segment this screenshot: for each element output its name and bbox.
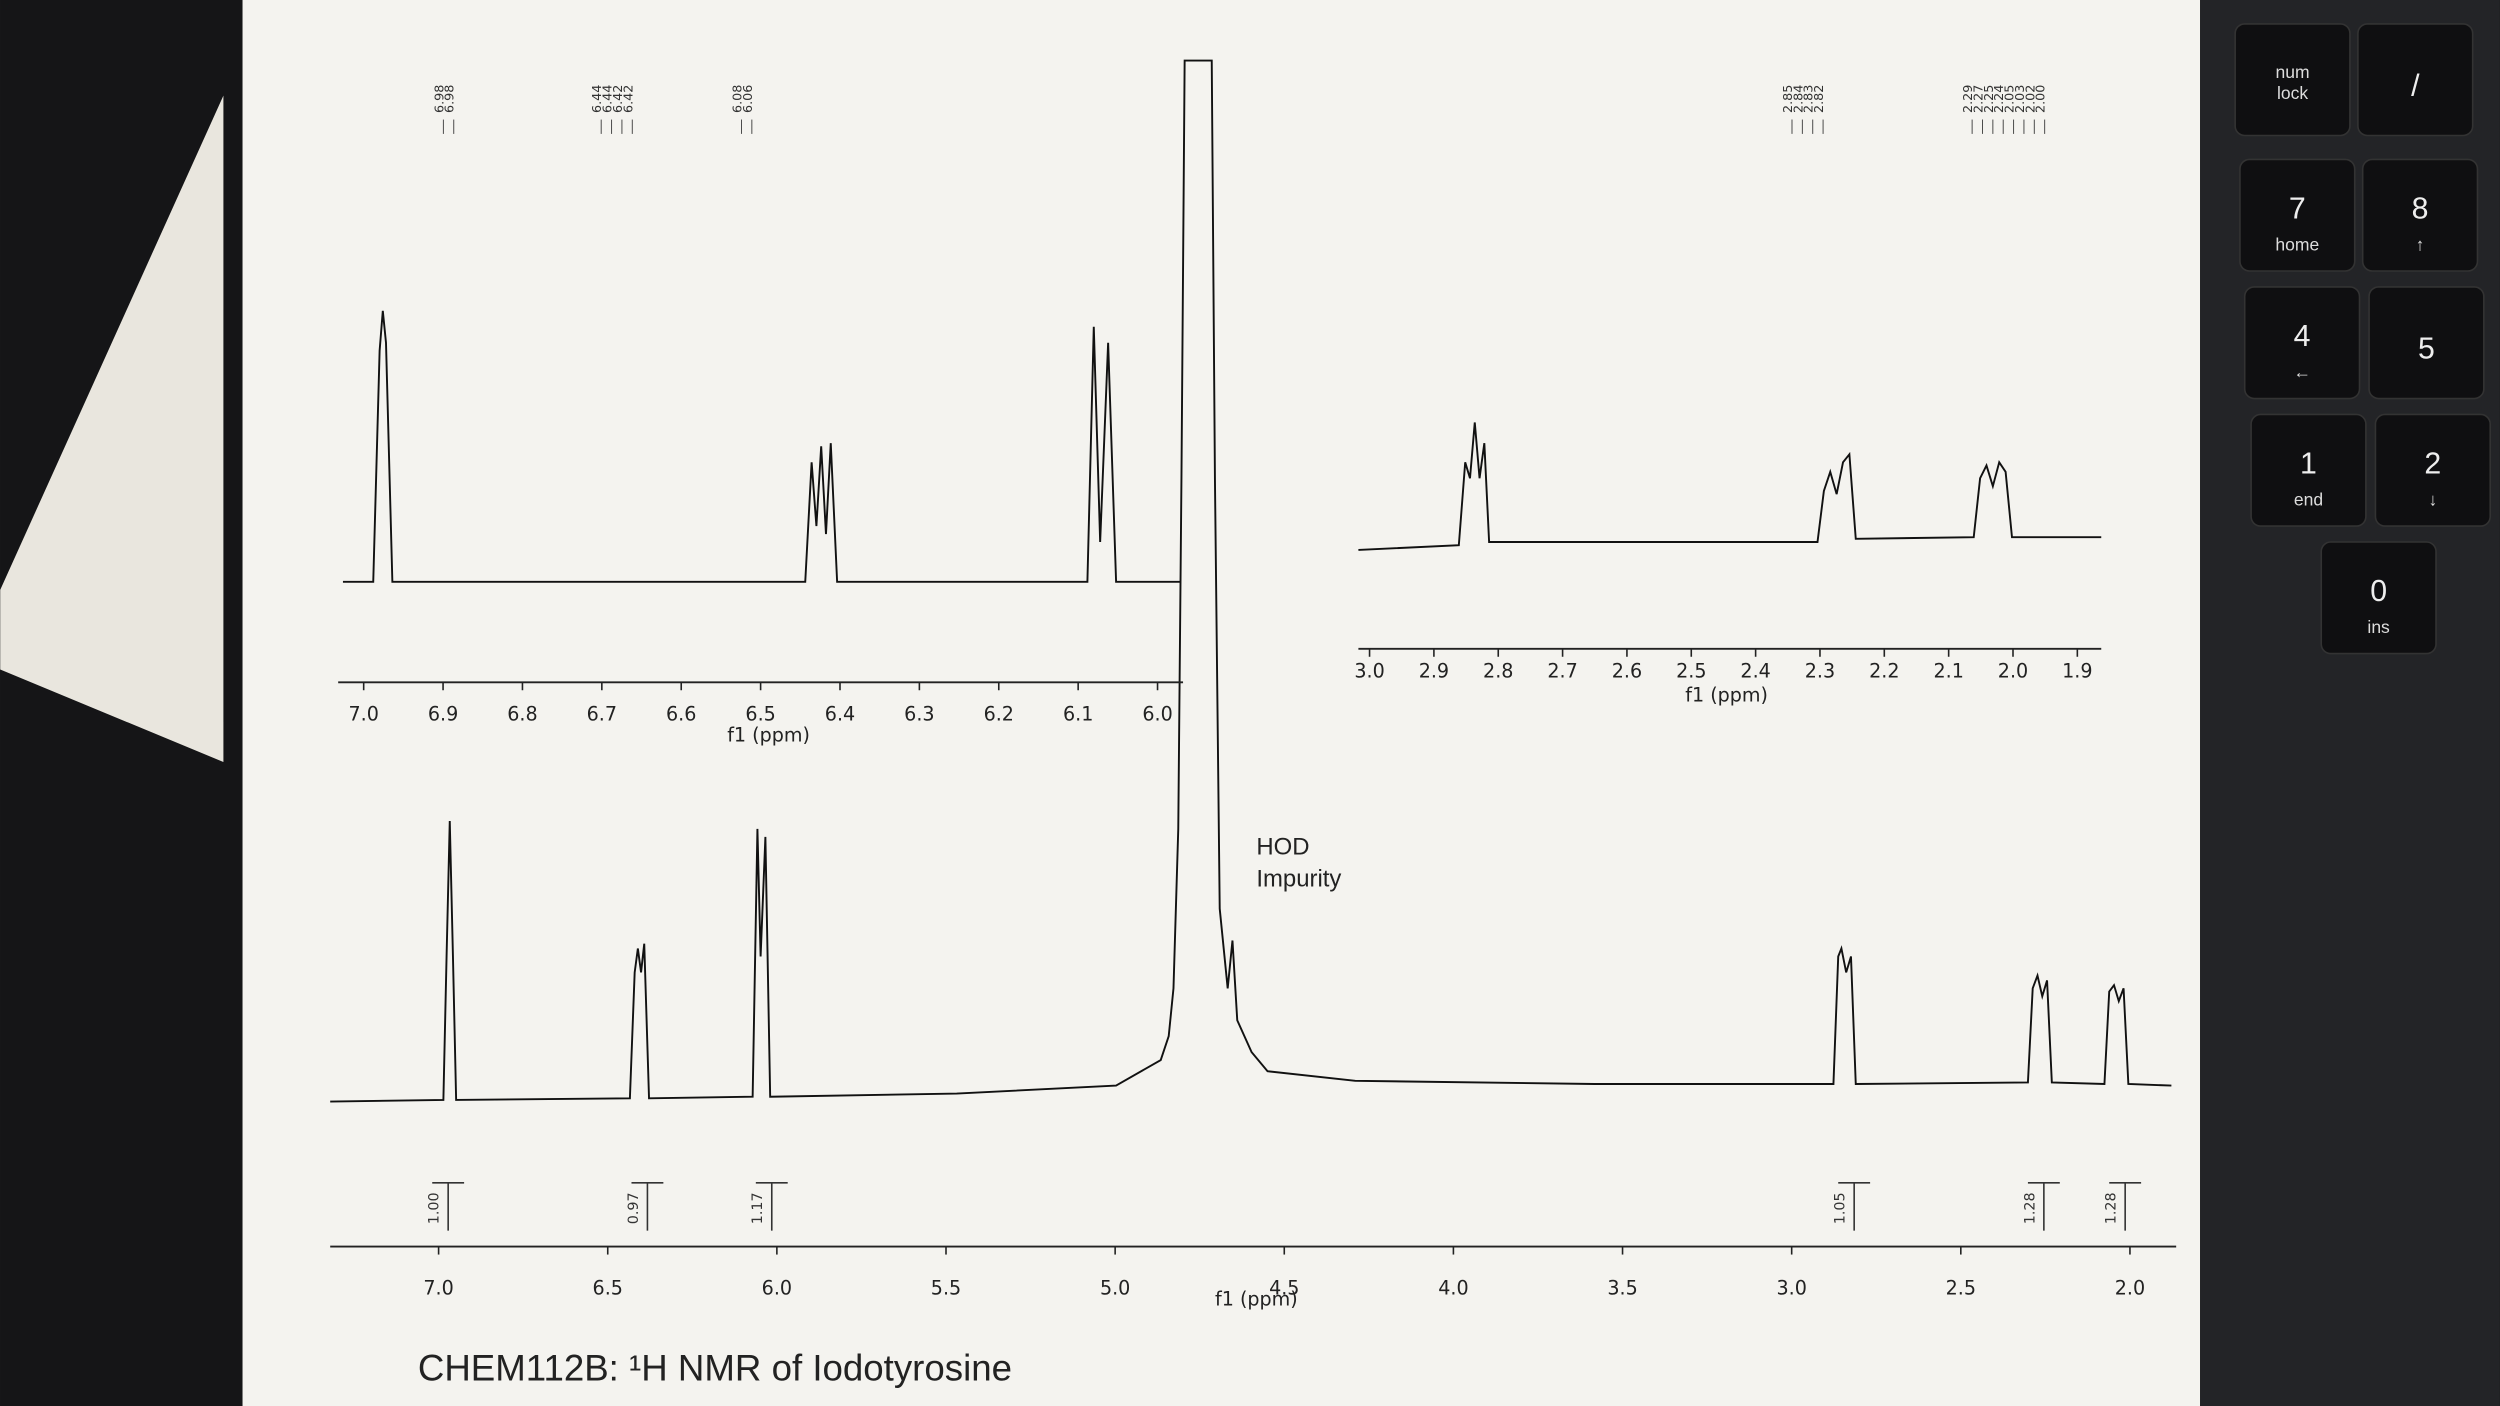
tick-label: 6.6: [666, 703, 696, 726]
peak-label: 6.44: [590, 85, 605, 113]
key-label: 0: [2370, 575, 2387, 608]
key-label: 2: [2424, 447, 2441, 480]
tick-label: 1.9: [2062, 659, 2092, 682]
key: [2320, 541, 2437, 655]
key-label: ←: [2293, 362, 2311, 382]
annotation: HOD: [1256, 833, 1309, 860]
key: [2239, 158, 2356, 272]
tick-label: 2.9: [1419, 659, 1449, 682]
tick-label: 2.0: [2115, 1276, 2145, 1299]
key-label: ins: [2367, 617, 2390, 637]
annotation: Impurity: [1256, 865, 1341, 892]
tick-label: 6.0: [1142, 703, 1172, 726]
tick-label: 2.5: [1676, 659, 1706, 682]
tick-label: 6.9: [428, 703, 458, 726]
key-label: 7: [2289, 192, 2306, 225]
peak-label: 2.03: [2013, 85, 2028, 113]
peak-label: 6.44: [601, 85, 616, 113]
peak-label: 2.25: [1982, 85, 1997, 113]
tick-label: 2.7: [1547, 659, 1577, 682]
integral-label: 1.05: [1833, 1192, 1849, 1224]
key: [2368, 286, 2485, 400]
key-label: /: [2411, 70, 2420, 103]
peak-label: 2.84: [1791, 85, 1806, 113]
integral-label: 1.28: [2104, 1192, 2120, 1224]
tick-label: 4.0: [1438, 1276, 1468, 1299]
tick-label: 2.3: [1805, 659, 1835, 682]
tick-label: 2.8: [1483, 659, 1513, 682]
peak-label: 2.29: [1961, 85, 1976, 113]
key-label: ↓: [2428, 489, 2437, 509]
axis-label: f1 (ppm): [1685, 683, 1768, 706]
tick-label: 2.4: [1740, 659, 1770, 682]
axis-label: f1 (ppm): [727, 723, 810, 746]
tick-label: 6.5: [593, 1276, 623, 1299]
peak-label: 6.08: [730, 85, 745, 113]
tick-label: 7.0: [348, 703, 378, 726]
key: [2234, 23, 2351, 137]
key: [2250, 413, 2367, 527]
integral-label: 1.28: [2022, 1192, 2038, 1224]
key-label: end: [2294, 489, 2323, 509]
peak-label: 6.42: [621, 85, 636, 113]
integral-label: 1.17: [750, 1192, 766, 1224]
key-label: home: [2275, 234, 2319, 254]
tick-label: 6.4: [825, 703, 855, 726]
tick-label: 3.5: [1607, 1276, 1637, 1299]
inset-left-curve: [342, 310, 1180, 583]
peak-label: 2.00: [2034, 85, 2049, 113]
key-label: ↑: [2416, 234, 2425, 254]
key-label: num: [2276, 62, 2310, 82]
peak-label: 2.27: [1971, 85, 1986, 113]
tick-label: 6.3: [904, 703, 934, 726]
axis-label: f1 (ppm): [1215, 1288, 1298, 1311]
inset-right-curve: [1358, 422, 2102, 551]
tick-label: 3.0: [1776, 1276, 1806, 1299]
paper: [242, 0, 2201, 1406]
tick-label: 2.5: [1946, 1276, 1976, 1299]
tick-label: 3.0: [1354, 659, 1384, 682]
title: CHEM112B: ¹H NMR of Iodotyrosine: [418, 1347, 1012, 1388]
tick-label: 6.7: [587, 703, 617, 726]
key-label: 1: [2300, 447, 2317, 480]
peak-label: 2.24: [1992, 85, 2007, 113]
peak-label: 6.98: [443, 85, 458, 113]
key-label: 5: [2418, 333, 2435, 366]
main-spectrum-curve: [330, 59, 2172, 1103]
paper-corner: [0, 95, 224, 762]
peak-label: 2.05: [2003, 85, 2018, 113]
key: [2243, 286, 2361, 400]
integral-label: 0.97: [626, 1192, 642, 1224]
key-label: 4: [2294, 320, 2311, 353]
tick-label: 6.1: [1063, 703, 1093, 726]
tick-label: 2.2: [1869, 659, 1899, 682]
key: [2361, 158, 2479, 272]
key-label: 8: [2412, 192, 2429, 225]
tick-label: 5.0: [1100, 1276, 1130, 1299]
tick-label: 6.0: [762, 1276, 792, 1299]
tick-label: 2.6: [1612, 659, 1642, 682]
peak-label: 6.42: [611, 85, 626, 113]
tick-label: 6.5: [745, 703, 775, 726]
peak-label: 2.83: [1802, 85, 1817, 113]
peak-label: 2.02: [2023, 85, 2038, 113]
tick-label: 2.0: [1998, 659, 2028, 682]
tick-label: 7.0: [423, 1276, 453, 1299]
key-label: lock: [2277, 83, 2308, 103]
tick-label: 6.2: [984, 703, 1014, 726]
key: [2374, 413, 2492, 527]
peak-label: 2.85: [1781, 85, 1796, 113]
peak-label: 2.82: [1812, 85, 1827, 113]
tick-label: 5.5: [931, 1276, 961, 1299]
tick-label: 4.5: [1269, 1276, 1299, 1299]
tick-label: 2.1: [1933, 659, 1963, 682]
tick-label: 6.8: [507, 703, 537, 726]
peak-label: 6.98: [432, 85, 447, 113]
key: [2357, 23, 2474, 137]
peak-label: 6.06: [741, 85, 756, 113]
integral-label: 1.00: [427, 1192, 443, 1224]
